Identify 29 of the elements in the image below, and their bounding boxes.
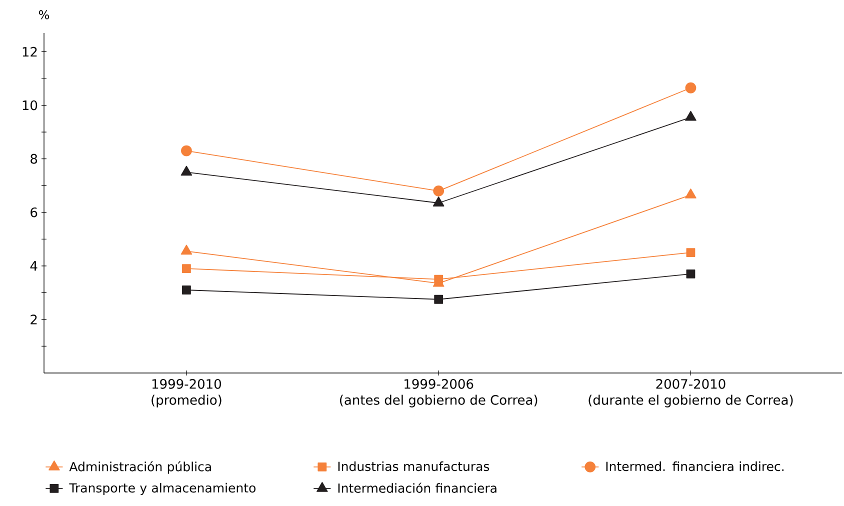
y-tick-label: 6 xyxy=(30,207,38,218)
y-tick-label: 10 xyxy=(22,100,38,110)
y-tick-label: 8 xyxy=(30,154,38,164)
x-tick-label: 2007-2010 (durante el gobierno de Correa) xyxy=(588,379,793,408)
y-tick-label: 4 xyxy=(30,261,38,271)
point xyxy=(181,145,192,156)
x-tick-label: 1999-2010 (promedio) xyxy=(152,379,222,408)
legend-label: Administración pública xyxy=(69,461,211,474)
point xyxy=(685,188,696,198)
point xyxy=(685,82,696,94)
point xyxy=(434,274,444,284)
point xyxy=(686,269,696,278)
y-tick-label: 2 xyxy=(30,314,37,324)
point xyxy=(180,166,192,176)
point xyxy=(180,244,192,255)
point xyxy=(686,248,696,257)
point xyxy=(433,185,444,196)
point xyxy=(182,264,191,274)
x-tick-label: 1999-2006 (antes del gobierno de Correa) xyxy=(340,379,538,408)
point xyxy=(434,294,444,304)
legend-label: Intermed. financiera indirec. xyxy=(606,461,784,472)
point xyxy=(432,196,444,206)
point xyxy=(685,110,696,121)
y-axis-title: % xyxy=(38,10,50,20)
y-tick-label: 12 xyxy=(22,46,37,57)
legend-label: Transporte y almacenamiento xyxy=(69,482,256,496)
point xyxy=(182,286,191,294)
legend-label: Intermediación financiera xyxy=(338,482,496,493)
legend-label: Industrias manufacturas xyxy=(338,461,490,472)
